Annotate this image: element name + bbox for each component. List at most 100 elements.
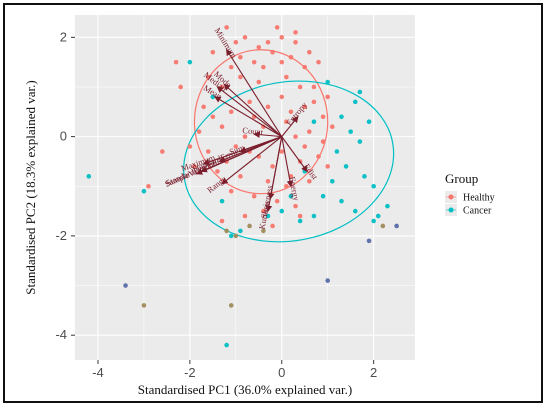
point-cancer	[325, 79, 331, 85]
point-healthy	[302, 104, 308, 110]
point-cancer	[371, 183, 376, 189]
point-healthy	[173, 59, 179, 65]
point-healthy	[178, 84, 183, 90]
point-healthy	[219, 124, 225, 129]
point-cancer	[210, 94, 216, 100]
point-healthy	[293, 203, 298, 209]
point-healthy	[233, 40, 239, 45]
point-healthy	[238, 174, 243, 179]
loading-label: Count	[242, 125, 264, 137]
point-healthy	[242, 35, 248, 40]
point-cancer	[334, 149, 340, 154]
y-tick-label: 0	[60, 129, 67, 144]
point-healthy	[279, 94, 285, 100]
point-cancer	[320, 193, 326, 199]
point-healthy	[320, 139, 326, 144]
confidence-ellipses	[183, 49, 395, 243]
point-cancer	[362, 174, 367, 179]
point-healthy	[196, 129, 202, 134]
point-healthy	[228, 64, 234, 70]
point-healthy	[279, 59, 285, 65]
point-cancer	[357, 139, 363, 144]
point-healthy	[297, 84, 303, 90]
point-healthy	[233, 144, 239, 149]
point-cancer	[238, 228, 243, 234]
point-healthy	[274, 25, 280, 30]
x-tick-label: -4	[92, 365, 104, 380]
point-cancer	[311, 213, 317, 219]
point-cancer	[297, 218, 303, 224]
point-healthy	[288, 109, 294, 115]
point-healthy	[228, 188, 234, 194]
point-healthy	[210, 49, 216, 55]
loading-arrow	[216, 86, 283, 138]
point-healthy	[284, 119, 289, 125]
x-tick-label: 2	[370, 365, 377, 380]
legend-label-healthy: Healthy	[463, 193, 495, 204]
y-tick-label: -2	[55, 228, 67, 243]
point-healthy	[256, 79, 262, 85]
point-other	[247, 223, 252, 229]
point-healthy	[316, 59, 321, 65]
loading-arrow	[281, 136, 308, 173]
point-cancer	[224, 342, 229, 348]
point-other	[394, 223, 399, 229]
point-healthy	[210, 114, 216, 120]
point-cancer	[288, 193, 294, 199]
point-healthy	[270, 223, 275, 229]
loading-arrow	[239, 136, 282, 153]
point-other	[325, 278, 331, 283]
loading-arrow	[226, 48, 283, 137]
point-healthy	[238, 54, 243, 60]
legend-title: Group	[445, 171, 478, 186]
point-healthy	[270, 164, 275, 169]
x-tick-label: -2	[184, 365, 196, 380]
point-cancer	[141, 188, 147, 194]
point-other	[228, 303, 234, 308]
ellipse-cancer	[183, 80, 395, 243]
y-axis-title: Standardised PC2 (18.3% explained var.)	[23, 80, 38, 294]
point-healthy	[159, 149, 165, 154]
point-healthy	[307, 178, 312, 184]
point-other	[224, 228, 229, 234]
point-healthy	[279, 35, 285, 40]
y-tick-label: -4	[55, 327, 67, 342]
point-healthy	[293, 40, 298, 45]
point-cancer	[86, 174, 92, 179]
loading-arrow	[253, 131, 282, 138]
point-healthy	[146, 183, 151, 189]
point-other	[141, 303, 147, 308]
loading-arrow	[221, 136, 283, 185]
point-cancer	[219, 198, 225, 204]
point-cancer	[279, 208, 285, 214]
point-cancer	[352, 208, 358, 214]
point-cancer	[339, 114, 344, 120]
point-healthy	[215, 169, 220, 174]
point-cancer	[265, 213, 271, 219]
point-cancer	[352, 99, 358, 105]
loading-arrow	[214, 96, 283, 138]
y-tick-label: 2	[60, 29, 67, 44]
point-healthy	[325, 164, 331, 169]
loading-arrow	[223, 83, 283, 138]
loading-arrow	[281, 136, 294, 188]
loading-arrow	[195, 136, 282, 175]
point-healthy	[293, 30, 298, 35]
axis-ticks: -4 -2 0 2 -4 -2 0 2	[55, 29, 377, 380]
point-healthy	[311, 99, 317, 105]
point-other	[380, 223, 386, 229]
point-healthy	[311, 84, 317, 90]
point-cancer	[187, 59, 193, 65]
point-healthy	[261, 208, 266, 214]
loading-arrow	[281, 115, 299, 137]
point-other	[261, 228, 266, 234]
point-healthy	[307, 49, 312, 55]
point-healthy	[261, 64, 266, 70]
point-healthy	[251, 59, 257, 65]
point-healthy	[302, 64, 308, 70]
point-healthy	[270, 49, 275, 55]
point-cancer	[343, 164, 349, 169]
point-healthy	[316, 154, 321, 159]
point-cancer	[371, 218, 376, 224]
point-cancer	[348, 129, 353, 134]
